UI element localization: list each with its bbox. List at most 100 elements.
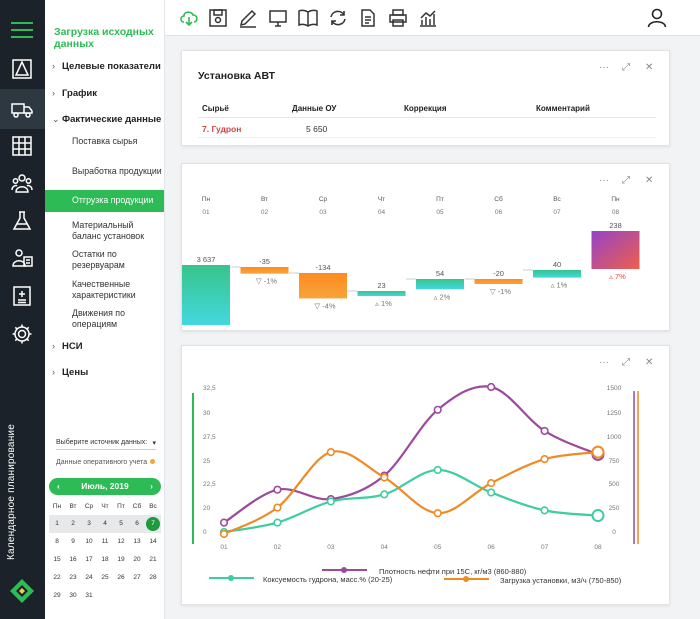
nav-group-targets[interactable]: › Целевые показатели [52,61,161,72]
calendar-day[interactable]: 26 [117,574,125,581]
nav-group-nsi[interactable]: › НСИ [52,341,83,352]
series-point[interactable] [326,497,335,506]
series-point[interactable] [433,465,442,475]
book-icon[interactable] [298,8,318,28]
close-icon[interactable]: ✕ [645,357,654,368]
cloud-download-icon[interactable] [179,8,199,28]
users-group-icon[interactable] [11,172,33,194]
more-options-icon[interactable]: ··· [599,62,609,73]
calendar-day[interactable]: 6 [129,515,145,533]
calendar-day[interactable]: 13 [133,538,141,545]
nav-sub-shipment[interactable]: Отгрузка продукции [45,190,164,212]
series-point[interactable] [219,518,229,527]
calendar-day[interactable]: 16 [69,556,77,563]
calendar-day[interactable]: 30 [69,592,77,599]
calendar-day[interactable]: 25 [101,574,109,581]
series-point[interactable] [591,445,605,459]
close-icon[interactable]: ✕ [645,62,654,73]
calendar-day[interactable]: 10 [85,538,93,545]
user-profile-icon[interactable] [647,8,667,28]
expand-icon[interactable]: ⤢ [622,175,630,186]
calendar-day[interactable]: 9 [71,538,75,545]
calendar-day[interactable]: 15 [53,556,61,563]
calendar-day[interactable]: 23 [69,574,77,581]
settings-gear-icon[interactable] [11,323,33,345]
calendar-day[interactable]: 28 [149,574,157,581]
nav-group-actual-data[interactable]: ⌄ Фактические данные [52,114,162,125]
calendar-day[interactable]: 3 [81,515,97,533]
waterfall-bar [474,279,523,284]
monitor-icon[interactable] [268,8,288,28]
calendar-day[interactable]: 19 [117,556,125,563]
document-icon[interactable] [358,8,378,28]
print-icon[interactable] [388,8,408,28]
calendar-day[interactable]: 21 [149,556,157,563]
calendar-day[interactable]: 27 [133,574,141,581]
nav-group-prices[interactable]: › Цены [52,367,89,378]
calendar-day[interactable]: 29 [53,592,61,599]
nav-group-schedule[interactable]: › График [52,88,98,99]
source-select[interactable]: Выберите источник данных: ▾ [56,439,156,450]
more-options-icon[interactable]: ··· [599,357,609,368]
close-icon[interactable]: ✕ [645,175,654,186]
calendar-day[interactable]: 22 [53,574,61,581]
series-point[interactable] [380,490,389,499]
series-point[interactable] [219,529,229,539]
document-plus-icon[interactable] [11,285,33,307]
series-point[interactable] [487,479,496,488]
target-pyramid-icon[interactable] [11,58,33,80]
series-point[interactable] [487,488,496,497]
weekday-label: Сб [132,503,142,510]
nav-sub-tank-stock[interactable]: Остатки по резервуарам [72,249,125,270]
prev-month-button[interactable]: ‹ [57,481,60,491]
calendar-day[interactable]: 1 [49,515,65,533]
series-point[interactable] [273,503,282,512]
nav-sub-material-balance[interactable]: Материальный баланс установок [72,220,145,241]
calendar-day[interactable]: 5 [113,515,129,533]
series-point[interactable] [540,506,549,515]
truck-icon[interactable] [0,89,45,129]
calculator-icon[interactable] [11,135,33,157]
nav-sub-quality[interactable]: Качественные характеристики [72,279,136,300]
nav-sub-production[interactable]: Выработка продукции [72,166,162,176]
nav-sub-operations[interactable]: Движения по операциям [72,308,125,329]
save-icon[interactable] [208,8,228,28]
expand-icon[interactable]: ⤢ [622,62,630,73]
calendar-day[interactable]: 12 [117,538,125,545]
flask-icon[interactable] [11,210,33,232]
calendar-day[interactable]: 11 [101,538,109,545]
calendar-day[interactable]: 4 [97,515,113,533]
series-point[interactable] [433,509,442,518]
series-point[interactable] [540,426,549,436]
calendar-day-today[interactable]: 7 [145,515,161,533]
series-point[interactable] [380,473,389,482]
calendar-day[interactable]: 20 [133,556,141,563]
calendar-day[interactable]: 17 [85,556,93,563]
series-point[interactable] [433,405,442,414]
day-label: Чт [378,196,385,203]
expand-icon[interactable]: ⤢ [622,357,630,368]
calendar-day[interactable]: 31 [85,592,93,599]
staff-id-icon[interactable] [11,247,33,269]
calendar-day[interactable]: 8 [55,538,59,545]
more-options-icon[interactable]: ··· [599,175,609,186]
series-point[interactable] [273,518,282,527]
edit-icon[interactable] [238,8,258,28]
series-point[interactable] [273,485,282,494]
refresh-icon[interactable] [328,8,348,28]
nav-sub-supply[interactable]: Поставка сырья [72,136,138,146]
next-month-button[interactable]: › [150,481,153,491]
calendar-day[interactable]: 14 [149,538,157,545]
series-point[interactable] [591,509,605,523]
calendar-day[interactable]: 24 [85,574,93,581]
day-label: Пн [202,196,211,203]
series-point[interactable] [487,382,496,392]
series-point[interactable] [326,447,335,457]
col-header-raw: Сырьё [202,104,229,113]
series-point[interactable] [540,455,549,464]
menu-icon[interactable] [11,22,33,38]
legend-label: Загрузка установки, м3/ч (750-850) [500,576,622,585]
calendar-day[interactable]: 2 [65,515,81,533]
calendar-day[interactable]: 18 [101,556,109,563]
analytics-icon[interactable] [418,8,438,28]
